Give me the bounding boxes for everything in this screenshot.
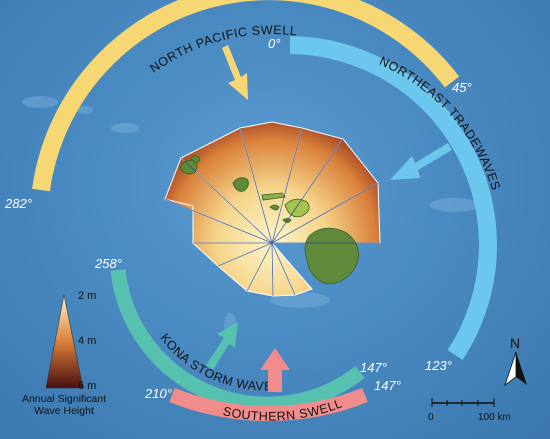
island-molokai xyxy=(261,192,286,201)
north-pacific-end-deg: 45° xyxy=(452,80,472,95)
scale-start-label: 0 xyxy=(428,412,434,423)
kona-storm-waves-label: KONA STORM WAVES xyxy=(158,331,282,393)
legend-title: Annual Significant Wave Height xyxy=(4,393,124,417)
kona-storm-waves-arrow-icon xyxy=(206,322,238,370)
island-oahu xyxy=(232,177,249,192)
north-label: N xyxy=(510,335,520,351)
kona-storm-waves-arc xyxy=(110,269,365,412)
north-pacific-swell-arc xyxy=(32,0,460,192)
legend-tick-2m: 2 m xyxy=(78,290,97,302)
wave-height-legend xyxy=(45,294,84,389)
northeast-tradewaves-arc xyxy=(289,36,497,360)
northeast-tradewaves-arrow-icon xyxy=(390,143,452,180)
southern-swell-end-deg: 147° xyxy=(374,378,401,393)
legend-tick-6m: 6 m xyxy=(78,380,97,392)
legend-color-ramp xyxy=(45,294,84,389)
sector-spokes xyxy=(164,127,380,297)
scale-end-label: 100 km xyxy=(478,412,511,423)
island-kauai xyxy=(179,159,198,175)
southern-swell-start-deg: 210° xyxy=(144,386,172,401)
southern-swell-arrow-icon xyxy=(260,348,290,392)
kona-storm-end-deg: 147° xyxy=(360,360,387,375)
svg-text:KONA STORM WAVES: KONA STORM WAVES xyxy=(158,331,283,393)
island-lanai xyxy=(269,204,280,211)
island-maui xyxy=(284,198,310,218)
legend-title-line2: Wave Height xyxy=(34,405,94,417)
scale-bar: 0 100 km xyxy=(428,398,511,423)
north-pacific-swell-arrow-icon xyxy=(222,45,248,100)
hawaiian-islands xyxy=(179,155,359,285)
kona-storm-waves: KONA STORM WAVES xyxy=(110,269,365,412)
kona-storm-start-deg: 258° xyxy=(94,256,122,271)
legend-tick-4m: 4 m xyxy=(78,335,97,347)
island-hawaii xyxy=(304,227,359,285)
northeast-tradewaves-start-deg: 0° xyxy=(268,36,280,51)
northeast-tradewaves-end-deg: 123° xyxy=(425,358,452,373)
north-arrow-icon: N xyxy=(504,335,527,387)
north-pacific-start-deg: 282° xyxy=(4,196,32,211)
southern-swell-arc xyxy=(169,388,368,421)
legend-title-line1: Annual Significant xyxy=(21,393,107,405)
